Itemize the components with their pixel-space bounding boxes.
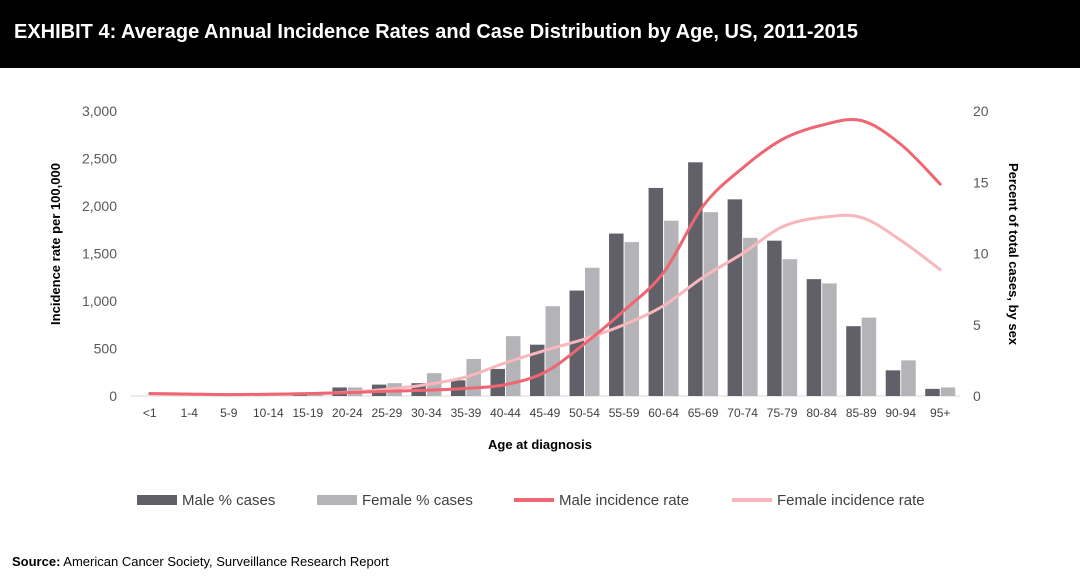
x-tick-label: 90-94 — [885, 406, 916, 420]
x-tick-label: 85-89 — [846, 406, 877, 420]
title-bar: EXHIBIT 4: Average Annual Incidence Rate… — [0, 0, 1080, 68]
legend-male-pct-label: Male % cases — [182, 492, 275, 509]
x-tick-label: 15-19 — [293, 406, 324, 420]
y-left-tick-label: 2,500 — [82, 151, 117, 167]
y-left-tick-label: 500 — [94, 341, 118, 357]
male-pct-bar — [767, 240, 782, 396]
female-pct-bar — [545, 306, 560, 396]
female-pct-bar — [940, 387, 956, 396]
female-pct-bar — [901, 360, 916, 396]
female-pct-bar — [505, 336, 521, 396]
y-right-axis-title: Percent of total cases, by sex — [1006, 163, 1021, 346]
male-pct-bar — [490, 368, 505, 396]
legend-male-rate-label: Male incidence rate — [559, 492, 689, 509]
legend-female-pct-swatch — [317, 495, 357, 505]
chart: 0 500 1,000 1,500 2,000 2,500 3,000 0 5 10 15 20 <1 1… — [48, 103, 1021, 509]
y-right-tick-label: 15 — [973, 174, 989, 190]
y-right-tick-label: 5 — [973, 317, 981, 333]
legend-male-pct-swatch — [137, 495, 177, 505]
x-tick-label: 80-84 — [806, 406, 837, 420]
y-left-axis-title: Incidence rate per 100,000 — [48, 163, 63, 325]
source-text: American Cancer Society, Surveillance Re… — [60, 554, 389, 569]
male-pct-bar — [609, 233, 624, 396]
y-left-tick-label: 1,500 — [82, 246, 117, 262]
male-pct-bar — [846, 326, 861, 396]
y-left-tick-label: 1,000 — [82, 293, 117, 309]
y-left-tick-label: 3,000 — [82, 103, 117, 119]
source-note: Source: American Cancer Society, Surveil… — [12, 554, 389, 569]
y-left-tick-label: 2,000 — [82, 198, 117, 214]
x-tick-label: 55-59 — [609, 406, 640, 420]
male-incidence-line — [148, 117, 942, 397]
female-pct-bar — [743, 237, 758, 396]
x-tick-label: 70-74 — [727, 406, 758, 420]
x-axis-title: Age at diagnosis — [488, 437, 592, 452]
male-pct-bar — [648, 187, 664, 396]
x-tick-label: 35-39 — [451, 406, 482, 420]
male-pct-bar — [727, 199, 743, 396]
female-pct-bar — [822, 283, 837, 396]
source-label: Source: — [12, 554, 61, 569]
x-tick-label: 30-34 — [411, 406, 442, 420]
x-tick-label: <1 — [143, 406, 157, 420]
male-pct-bar — [688, 162, 703, 396]
male-pct-bar — [885, 370, 901, 396]
female-pct-bar — [782, 259, 798, 396]
x-tick-label: 65-69 — [688, 406, 719, 420]
y-right-tick-label: 10 — [973, 246, 989, 262]
x-tick-label: 75-79 — [767, 406, 798, 420]
x-tick-label: 45-49 — [530, 406, 561, 420]
female-pct-bar — [703, 212, 719, 396]
female-incidence-line — [148, 213, 942, 397]
x-tick-label: 25-29 — [372, 406, 403, 420]
legend-female-pct-label: Female % cases — [362, 492, 473, 509]
x-tick-label: 5-9 — [220, 406, 238, 420]
x-tick-label: 20-24 — [332, 406, 363, 420]
female-pct-bar — [585, 267, 600, 396]
female-pct-bar — [861, 317, 877, 396]
male-pct-bar — [925, 388, 940, 396]
y-right-tick-label: 0 — [973, 388, 981, 404]
x-tick-label: 10-14 — [253, 406, 284, 420]
y-left-tick-label: 0 — [109, 388, 117, 404]
x-tick-label: 60-64 — [648, 406, 679, 420]
x-tick-label: 95+ — [930, 406, 950, 420]
female-pct-bar — [664, 220, 679, 396]
x-tick-label: 50-54 — [569, 406, 600, 420]
male-pct-bar — [806, 279, 822, 396]
y-right-tick-label: 20 — [973, 103, 989, 119]
legend-female-rate-label: Female incidence rate — [777, 492, 925, 509]
female-pct-bar — [624, 242, 640, 396]
male-pct-bar — [530, 344, 545, 396]
x-tick-label: 40-44 — [490, 406, 521, 420]
male-pct-bar — [569, 290, 585, 396]
x-tick-label: 1-4 — [181, 406, 199, 420]
chart-title: EXHIBIT 4: Average Annual Incidence Rate… — [14, 21, 858, 43]
